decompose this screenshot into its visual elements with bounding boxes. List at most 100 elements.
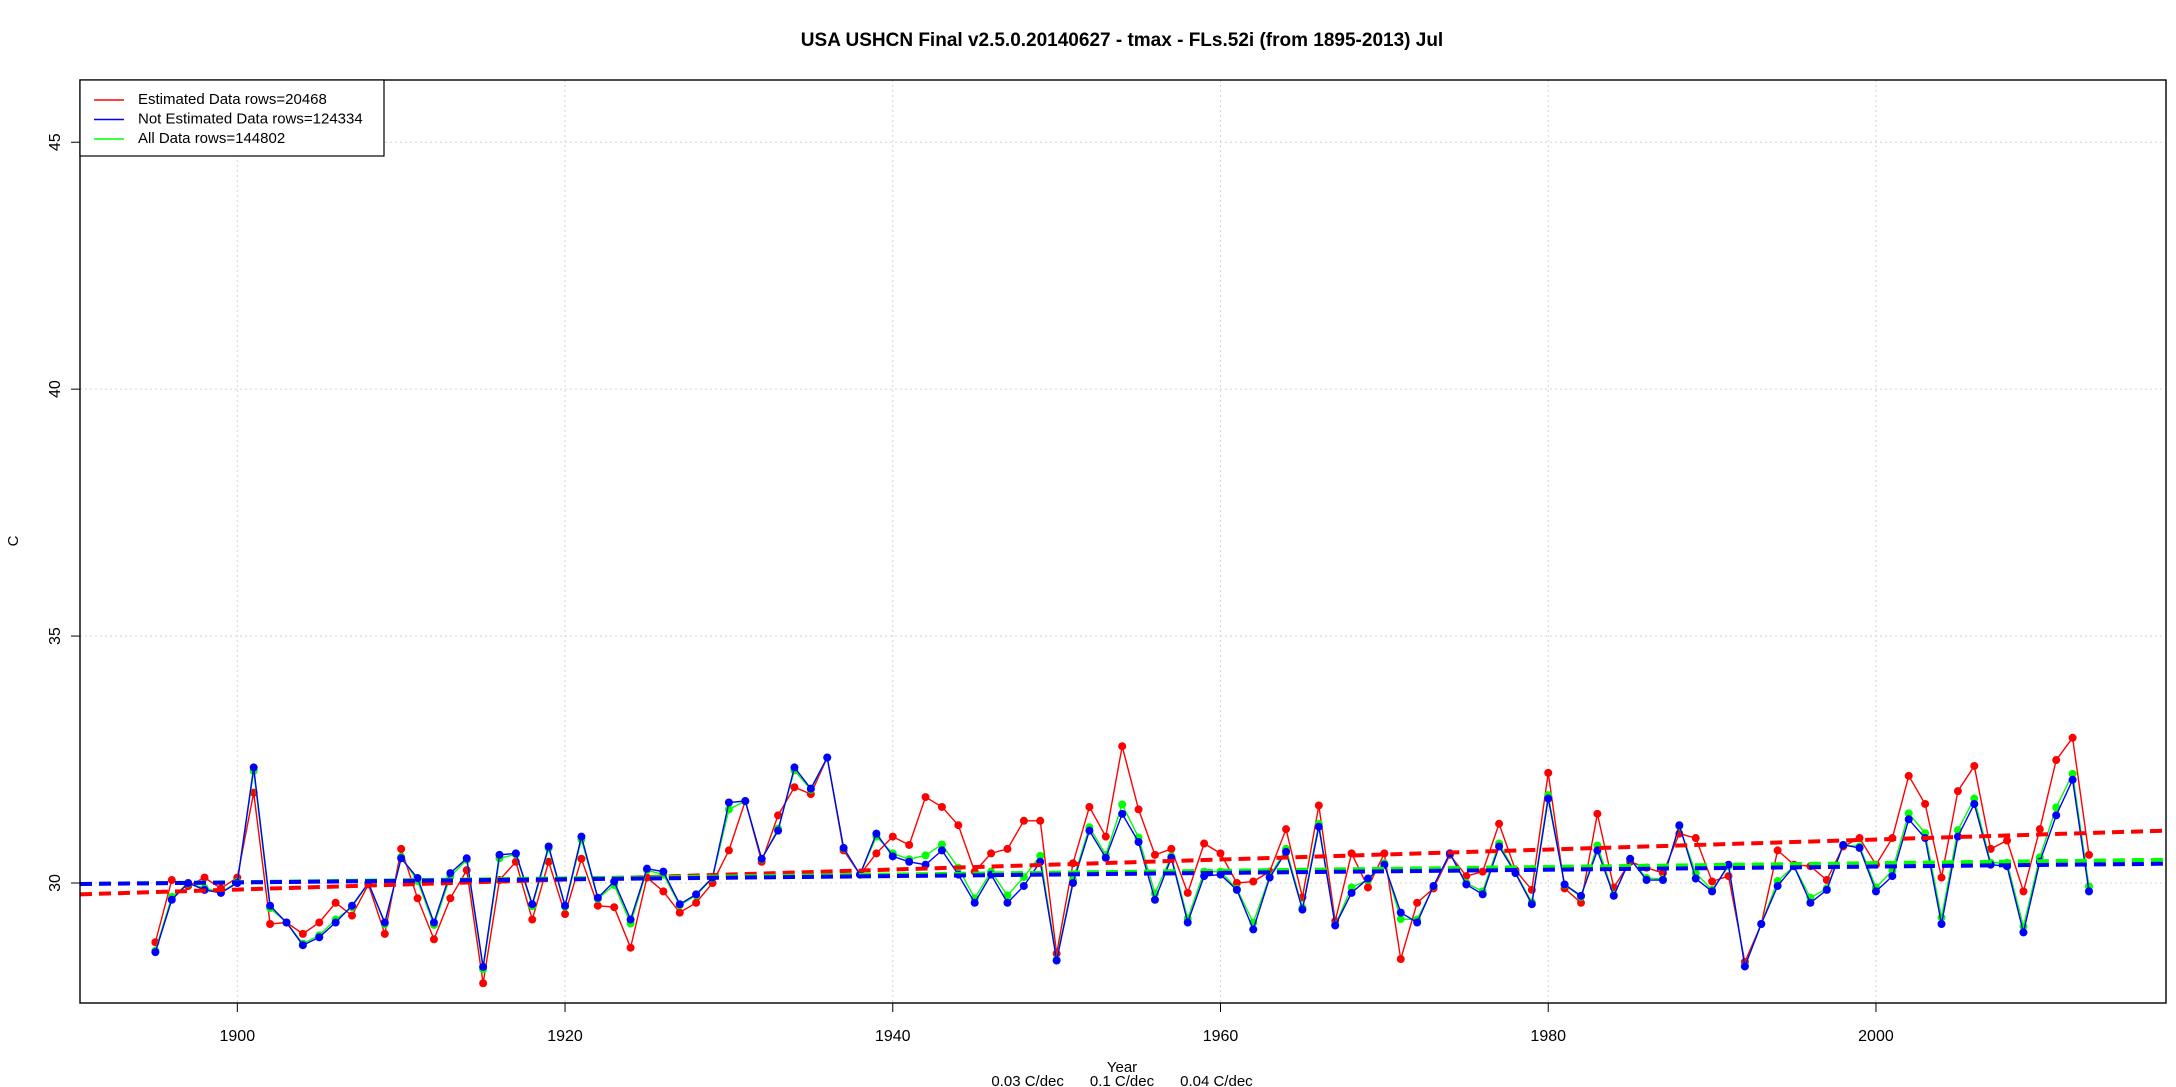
data-point — [1527, 900, 1536, 909]
data-point — [1675, 821, 1684, 830]
data-point — [1658, 876, 1667, 885]
data-point — [1626, 854, 1635, 863]
data-point — [1347, 888, 1356, 897]
data-point — [905, 857, 914, 866]
data-point — [2019, 887, 2028, 896]
y-tick-label: 45 — [47, 133, 64, 151]
data-point — [675, 908, 684, 917]
legend-box — [79, 79, 385, 157]
data-point — [937, 802, 946, 811]
trend-line — [80, 828, 2166, 897]
data-point — [1462, 880, 1471, 889]
data-point — [790, 763, 799, 772]
data-point — [511, 849, 520, 858]
data-point — [331, 918, 340, 927]
data-point — [839, 843, 848, 852]
data-point — [1937, 873, 1946, 882]
data-point — [1363, 883, 1372, 892]
data-point — [1003, 891, 1012, 900]
data-point — [151, 948, 160, 957]
data-point — [1806, 898, 1815, 907]
data-point — [1150, 850, 1159, 859]
data-point — [479, 962, 488, 971]
data-point — [446, 869, 455, 878]
data-point — [659, 887, 668, 896]
data-point — [1118, 800, 1127, 809]
data-point — [167, 895, 176, 904]
data-point — [2084, 887, 2093, 896]
chart-title: USA USHCN Final v2.5.0.20140627 - tmax -… — [801, 30, 1443, 51]
data-point — [298, 929, 307, 938]
y-tick-label: 35 — [47, 627, 64, 645]
data-point — [954, 821, 963, 830]
data-point — [2019, 928, 2028, 937]
data-point — [921, 851, 930, 860]
trend-label: 0.04 C/dec — [1180, 1073, 1253, 1087]
data-point — [1396, 915, 1405, 924]
data-point — [1118, 809, 1127, 818]
plot-area — [80, 733, 2166, 988]
data-point — [1773, 846, 1782, 855]
data-point — [774, 811, 783, 820]
data-point — [1183, 918, 1192, 927]
data-point — [1134, 838, 1143, 847]
data-point — [1871, 887, 1880, 896]
data-point — [757, 854, 766, 863]
data-point — [790, 783, 799, 792]
data-point — [1577, 898, 1586, 907]
data-point — [544, 842, 553, 851]
data-point — [1052, 956, 1061, 965]
data-point — [2052, 756, 2061, 765]
data-point — [1577, 891, 1586, 900]
data-point — [921, 793, 930, 802]
data-point — [1167, 844, 1176, 853]
plot-frame — [79, 79, 2167, 1004]
data-point — [1200, 839, 1209, 848]
data-point — [2068, 769, 2077, 778]
data-point — [1904, 815, 1913, 824]
data-point — [561, 910, 570, 919]
data-point — [1019, 816, 1028, 825]
data-point — [872, 829, 881, 838]
data-point — [1691, 834, 1700, 843]
data-point — [1888, 872, 1897, 881]
data-point — [1642, 876, 1651, 885]
data-point — [1298, 905, 1307, 914]
data-point — [429, 918, 438, 927]
data-point — [1314, 801, 1323, 810]
data-point — [593, 901, 602, 910]
data-point — [1282, 825, 1291, 834]
data-point — [987, 849, 996, 858]
trend-label: 0.1 C/dec — [1090, 1073, 1155, 1087]
data-point — [1265, 873, 1274, 882]
data-point — [1380, 860, 1389, 869]
data-point — [1937, 919, 1946, 928]
data-point — [266, 919, 275, 928]
data-point — [692, 890, 701, 899]
data-point — [1773, 881, 1782, 890]
data-point — [348, 901, 357, 910]
data-point — [429, 935, 438, 944]
data-point — [724, 798, 733, 807]
data-point — [1249, 877, 1258, 886]
data-point — [626, 915, 635, 924]
trend-label: 0.03 C/dec — [991, 1073, 1064, 1087]
data-point — [577, 854, 586, 863]
data-point — [1413, 898, 1422, 907]
data-point — [937, 846, 946, 855]
data-point — [610, 903, 619, 912]
legend-label: Estimated Data rows=20468 — [138, 91, 327, 108]
data-point — [1134, 805, 1143, 814]
x-tick-label: 1940 — [875, 1028, 911, 1045]
x-tick-label: 1920 — [547, 1028, 583, 1045]
data-point — [1232, 878, 1241, 887]
data-point — [1150, 895, 1159, 904]
data-point — [1003, 844, 1012, 853]
data-point — [626, 943, 635, 952]
data-point — [380, 929, 389, 938]
data-point — [1544, 768, 1553, 777]
data-point — [1593, 809, 1602, 818]
data-point — [2068, 733, 2077, 742]
data-point — [167, 876, 176, 885]
data-point — [1183, 888, 1192, 897]
